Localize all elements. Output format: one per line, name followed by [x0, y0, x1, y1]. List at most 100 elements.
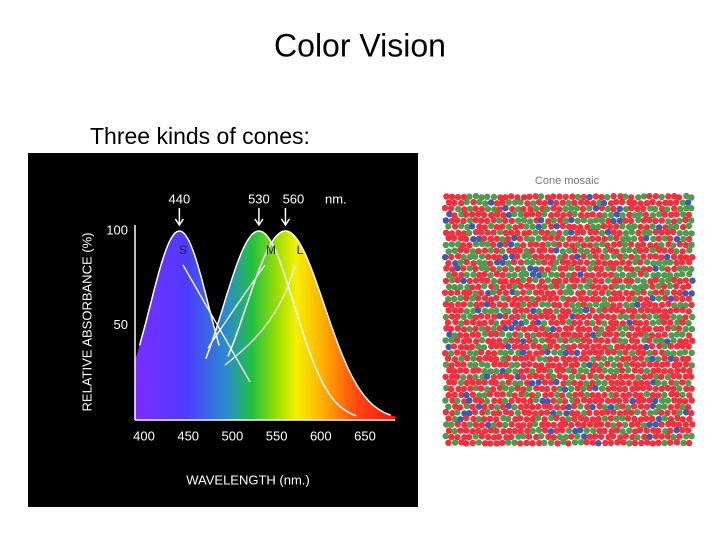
cone-dot	[589, 320, 596, 327]
cone-dot	[588, 272, 596, 279]
cone-dot	[617, 373, 624, 381]
cone-dot	[532, 205, 540, 212]
cone-dot	[661, 380, 668, 387]
cone-dot	[523, 211, 530, 218]
cone-dot	[452, 403, 459, 410]
cone-dot	[539, 421, 546, 428]
cone-dot	[497, 228, 504, 236]
cone-dot	[461, 289, 468, 296]
cone-dot	[487, 331, 495, 338]
cone-dot	[673, 331, 681, 338]
cone-dot	[571, 332, 578, 339]
cone-dot	[463, 427, 470, 434]
absorbance-curve	[205, 230, 357, 417]
cone-dot	[579, 229, 587, 236]
cone-dot	[644, 356, 651, 363]
cone-dot	[526, 373, 533, 380]
cone-dot	[460, 361, 467, 368]
cone-dot	[634, 326, 642, 333]
cone-dot	[628, 409, 635, 416]
cone-dot	[457, 259, 464, 266]
cone-dot	[604, 374, 612, 381]
cone-dot	[649, 198, 656, 206]
cone-dot	[589, 223, 597, 231]
cone-dot	[666, 427, 674, 434]
cone-dot	[499, 248, 506, 255]
cone-dot	[604, 360, 611, 368]
cone-dot	[616, 337, 623, 344]
cone-dot	[628, 204, 635, 212]
cone-dot	[677, 205, 684, 213]
cone-dot	[661, 342, 668, 350]
cone-dot	[553, 343, 561, 350]
cone-dot	[679, 379, 686, 386]
cone-dot	[505, 367, 512, 374]
cone-dot	[611, 290, 618, 297]
cone-dot	[625, 331, 633, 339]
cone-dot	[502, 194, 509, 201]
cone-dot	[688, 254, 696, 261]
cone-dot	[592, 397, 599, 404]
cone-dot	[502, 350, 509, 357]
cone-dot	[551, 278, 558, 285]
cone-dot	[457, 344, 465, 351]
cone-dot	[604, 409, 611, 416]
cone-dot	[512, 380, 519, 387]
cone-dot	[505, 402, 512, 410]
cone-dot	[573, 361, 581, 368]
cone-dot	[562, 193, 569, 201]
cone-dot	[571, 259, 578, 267]
cone-dot	[460, 301, 468, 308]
cone-dot	[681, 348, 689, 356]
cone-dot	[460, 338, 468, 345]
cone-dot	[508, 397, 515, 405]
cone-dot	[463, 379, 471, 387]
cone-dot	[505, 308, 512, 315]
cone-dot	[679, 331, 686, 338]
cone-dot	[445, 343, 452, 351]
cone-dot	[455, 205, 462, 213]
cone-dot	[679, 199, 686, 206]
cone-dot	[509, 253, 516, 260]
cone-dot	[610, 385, 617, 392]
cone-dot	[509, 277, 516, 285]
cone-dot	[530, 332, 537, 339]
cone-dot	[596, 199, 603, 207]
cone-dot	[631, 223, 638, 230]
cone-dot	[617, 313, 624, 320]
cone-dot	[556, 337, 564, 344]
cone-dot	[534, 391, 542, 399]
cone-dot	[608, 283, 615, 291]
cone-dot	[454, 325, 461, 332]
cone-dot	[497, 373, 504, 380]
cone-dot	[442, 432, 449, 440]
cone-dot	[442, 277, 450, 285]
cone-dot	[526, 360, 533, 368]
cone-dot	[586, 326, 593, 333]
cone-dot	[466, 277, 473, 285]
cone-dot	[506, 247, 513, 254]
cone-dot	[472, 205, 479, 212]
cone-dot	[496, 325, 503, 332]
cone-dot	[595, 223, 602, 231]
cone-dot	[521, 230, 528, 237]
cone-dot	[496, 312, 503, 320]
cone-dot	[568, 216, 575, 224]
cone-dot	[679, 295, 686, 303]
cone-dot	[526, 218, 534, 225]
cone-dot	[583, 248, 591, 255]
cone-dot	[570, 223, 578, 231]
cone-dot	[664, 325, 672, 332]
cone-dot	[493, 200, 501, 207]
cone-dot	[658, 409, 665, 416]
cone-dot	[445, 427, 453, 434]
cone-dot	[448, 193, 456, 200]
cone-dot	[532, 396, 540, 404]
cone-dot	[555, 326, 563, 333]
cone-dot	[610, 205, 617, 213]
cone-dot	[494, 404, 501, 411]
cone-dot	[598, 385, 606, 392]
cone-dot	[497, 278, 504, 285]
cone-dot	[514, 373, 522, 380]
cone-dot	[541, 271, 548, 278]
